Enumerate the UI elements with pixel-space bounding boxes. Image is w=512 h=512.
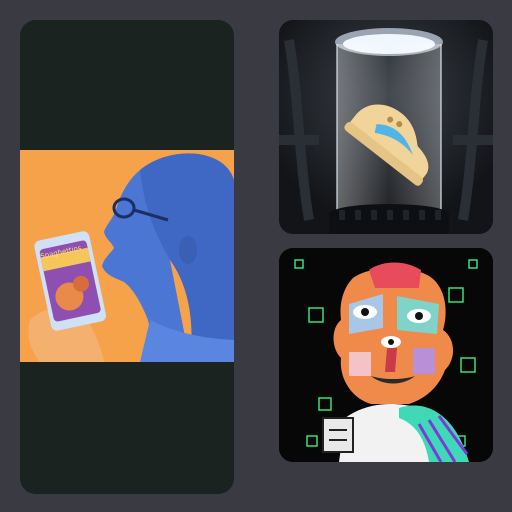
- gallery-card-cubist-face[interactable]: [279, 248, 493, 462]
- duotone-portrait-icon: Spaghettios: [20, 20, 234, 494]
- gallery-card-portrait[interactable]: Spaghettios: [20, 20, 234, 494]
- sneaker-display-icon: [279, 20, 493, 234]
- gallery-card-sneaker[interactable]: [279, 20, 493, 234]
- cubist-face-icon: [279, 248, 493, 462]
